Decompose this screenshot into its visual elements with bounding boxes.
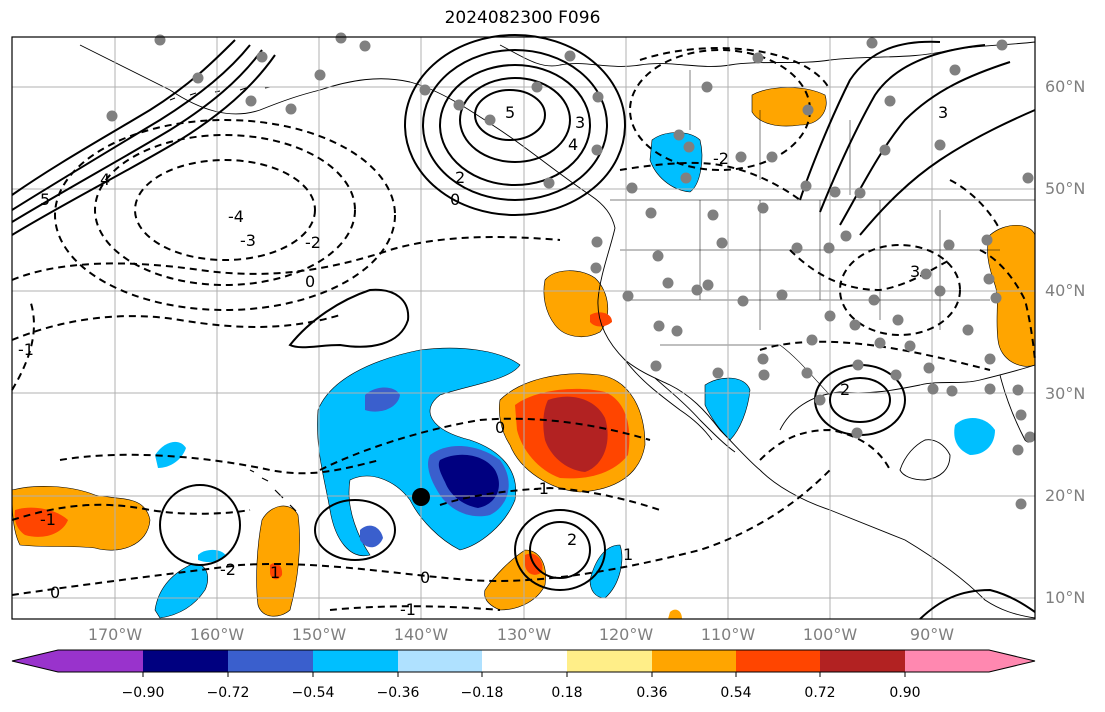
lat-label: 60°N — [1045, 77, 1086, 96]
colorbar-bin — [58, 650, 143, 672]
svg-text:2: 2 — [567, 530, 577, 549]
colorbar-bin — [567, 650, 652, 672]
colorbar-tick-label: −0.18 — [460, 685, 504, 701]
dashed-contours — [11, 47, 1036, 611]
colorbar-tick-label: −0.90 — [121, 685, 165, 701]
svg-text:1: 1 — [270, 563, 280, 582]
center-marker — [412, 488, 430, 506]
svg-text:0: 0 — [420, 568, 430, 587]
svg-text:5: 5 — [505, 103, 515, 122]
svg-text:-2: -2 — [305, 233, 321, 252]
colorbar-bin — [398, 650, 482, 672]
colorbar-tick-label: −0.54 — [291, 685, 335, 701]
svg-text:3: 3 — [575, 113, 585, 132]
contour-labels: 5 3 2 0 -2 -3 -4 -1 0 -1 -2 0 1 2 3 4 5 … — [18, 103, 948, 619]
svg-text:-2: -2 — [220, 560, 236, 579]
map-title: 2024082300 F096 — [444, 8, 601, 28]
lat-label: 40°N — [1045, 281, 1086, 300]
svg-text:1: 1 — [623, 545, 633, 564]
gridlines — [12, 37, 1035, 619]
colorbar — [11, 649, 1036, 677]
svg-text:3: 3 — [910, 262, 920, 281]
svg-text:-1: -1 — [400, 600, 416, 619]
colorbar-tick-label: 0.54 — [720, 685, 752, 701]
svg-text:-1: -1 — [533, 479, 549, 498]
svg-text:2: 2 — [840, 380, 850, 399]
colorbar-bin — [228, 650, 313, 672]
colorbar-low-extend — [12, 650, 58, 672]
lon-label: 170°W — [87, 625, 143, 644]
shaded-anomalies — [11, 87, 1036, 619]
svg-text:0: 0 — [50, 583, 60, 602]
svg-text:-2: -2 — [713, 149, 729, 168]
svg-text:3: 3 — [938, 103, 948, 122]
lat-label: 20°N — [1045, 486, 1086, 505]
svg-text:4: 4 — [568, 135, 578, 154]
colorbar-bin — [736, 650, 820, 672]
svg-text:4: 4 — [100, 170, 110, 189]
colorbar-tick-label: 0.18 — [551, 685, 583, 701]
svg-text:-1: -1 — [18, 340, 34, 359]
colorbar-tick-label: 0.72 — [804, 685, 836, 701]
svg-text:-4: -4 — [228, 207, 244, 226]
station-dots — [106, 32, 1036, 510]
svg-text:0: 0 — [305, 272, 315, 291]
svg-text:2: 2 — [455, 168, 465, 187]
colorbar-high-extend — [989, 650, 1035, 672]
lon-label: 130°W — [496, 625, 552, 644]
lon-label: 160°W — [189, 625, 245, 644]
lon-label: 100°W — [802, 625, 858, 644]
lon-label: 110°W — [700, 625, 756, 644]
lon-label: 90°W — [909, 625, 955, 644]
lon-label: 120°W — [598, 625, 654, 644]
colorbar-tick-label: −0.72 — [206, 685, 250, 701]
svg-text:-3: -3 — [240, 231, 256, 250]
colorbar-tick-label: 0.90 — [889, 685, 921, 701]
lat-label: 50°N — [1045, 179, 1086, 198]
colorbar-tick-label: 0.36 — [636, 685, 668, 701]
colorbar-bin — [482, 650, 567, 672]
colorbar-bin — [652, 650, 736, 672]
svg-text:-1: -1 — [40, 510, 56, 529]
svg-text:0: 0 — [450, 190, 460, 209]
colorbar-tick-label: −0.36 — [376, 685, 420, 701]
colorbar-bin — [313, 650, 398, 672]
svg-text:0: 0 — [495, 418, 505, 437]
lat-label: 30°N — [1045, 384, 1086, 403]
colorbar-bin — [820, 650, 905, 672]
colorbar-bin — [905, 650, 989, 672]
lon-label: 150°W — [291, 625, 347, 644]
lat-label: 10°N — [1045, 588, 1086, 607]
svg-text:5: 5 — [40, 190, 50, 209]
colorbar-bin — [143, 650, 228, 672]
lon-label: 140°W — [393, 625, 449, 644]
